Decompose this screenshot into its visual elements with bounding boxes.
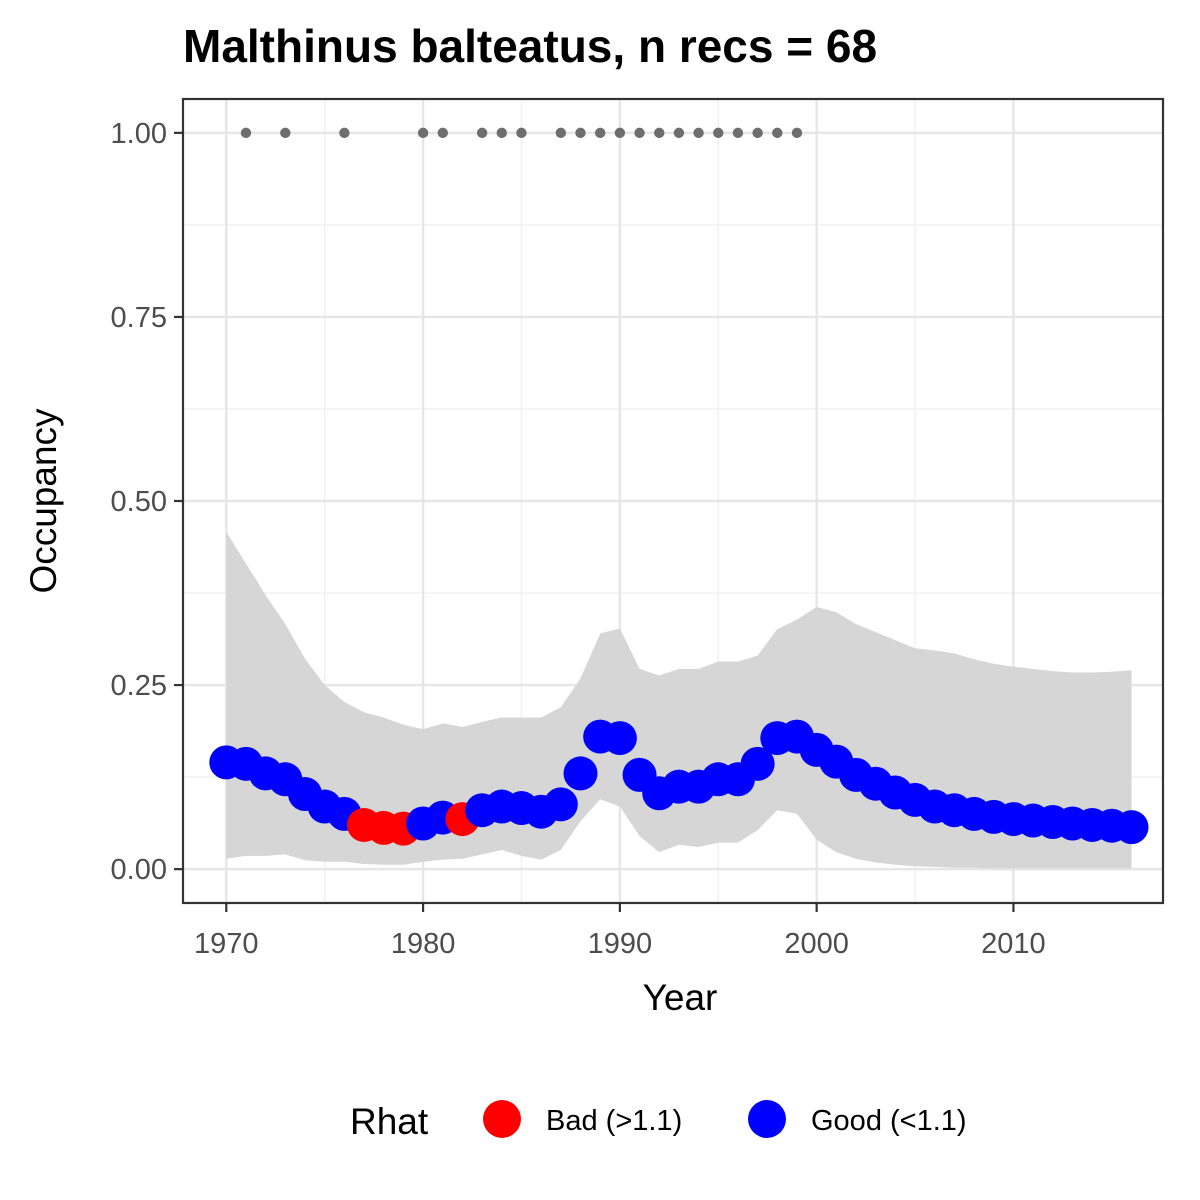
record-point bbox=[240, 127, 252, 139]
record-point bbox=[654, 127, 665, 139]
record-point bbox=[791, 127, 803, 139]
x-axis-title: Year bbox=[643, 977, 718, 1018]
occupancy-point-good bbox=[602, 721, 637, 756]
record-point bbox=[280, 127, 291, 139]
record-point bbox=[555, 127, 567, 139]
x-tick-label: 1970 bbox=[194, 928, 259, 960]
y-tick-label: 0.25 bbox=[111, 670, 167, 702]
record-point bbox=[496, 127, 507, 139]
x-tick-label: 2010 bbox=[981, 928, 1046, 960]
record-point bbox=[614, 127, 626, 139]
occupancy-points bbox=[209, 719, 1149, 846]
y-axis: 0.00 0.25 0.50 0.75 1.00 bbox=[111, 118, 183, 886]
record-point bbox=[693, 127, 704, 139]
record-point bbox=[732, 127, 744, 139]
legend-title: Rhat bbox=[350, 1101, 429, 1142]
record-point bbox=[594, 127, 606, 139]
y-tick-label: 0.00 bbox=[111, 854, 167, 886]
record-point bbox=[437, 127, 448, 139]
x-axis: 1970 1980 1990 2000 2010 bbox=[194, 903, 1046, 960]
occupancy-point-good bbox=[563, 756, 598, 791]
record-points bbox=[240, 127, 803, 139]
legend-bad-swatch bbox=[483, 1100, 521, 1138]
occupancy-point-good bbox=[1114, 810, 1149, 845]
legend-good-swatch bbox=[748, 1100, 786, 1138]
legend: Rhat Bad (>1.1) Good (<1.1) bbox=[350, 1100, 967, 1142]
record-point bbox=[417, 127, 429, 139]
record-point bbox=[713, 127, 724, 139]
y-tick-label: 0.50 bbox=[111, 486, 167, 518]
record-point bbox=[575, 127, 586, 139]
chart-title: Malthinus balteatus, n recs = 68 bbox=[183, 20, 877, 72]
record-point bbox=[752, 127, 763, 139]
y-tick-label: 1.00 bbox=[111, 118, 167, 150]
y-axis-title: Occupancy bbox=[23, 408, 64, 594]
occupancy-point-good bbox=[543, 787, 578, 822]
legend-bad-label: Bad (>1.1) bbox=[546, 1105, 682, 1137]
record-point bbox=[673, 127, 685, 139]
x-tick-label: 2000 bbox=[784, 928, 849, 960]
record-point bbox=[634, 127, 645, 139]
record-point bbox=[476, 127, 488, 139]
record-point bbox=[516, 127, 527, 139]
x-tick-label: 1990 bbox=[588, 928, 653, 960]
occupancy-point-good bbox=[740, 746, 775, 781]
x-tick-label: 1980 bbox=[391, 928, 456, 960]
record-point bbox=[339, 127, 350, 139]
legend-good-label: Good (<1.1) bbox=[811, 1105, 967, 1137]
y-tick-label: 0.75 bbox=[111, 302, 167, 334]
record-point bbox=[772, 127, 783, 139]
